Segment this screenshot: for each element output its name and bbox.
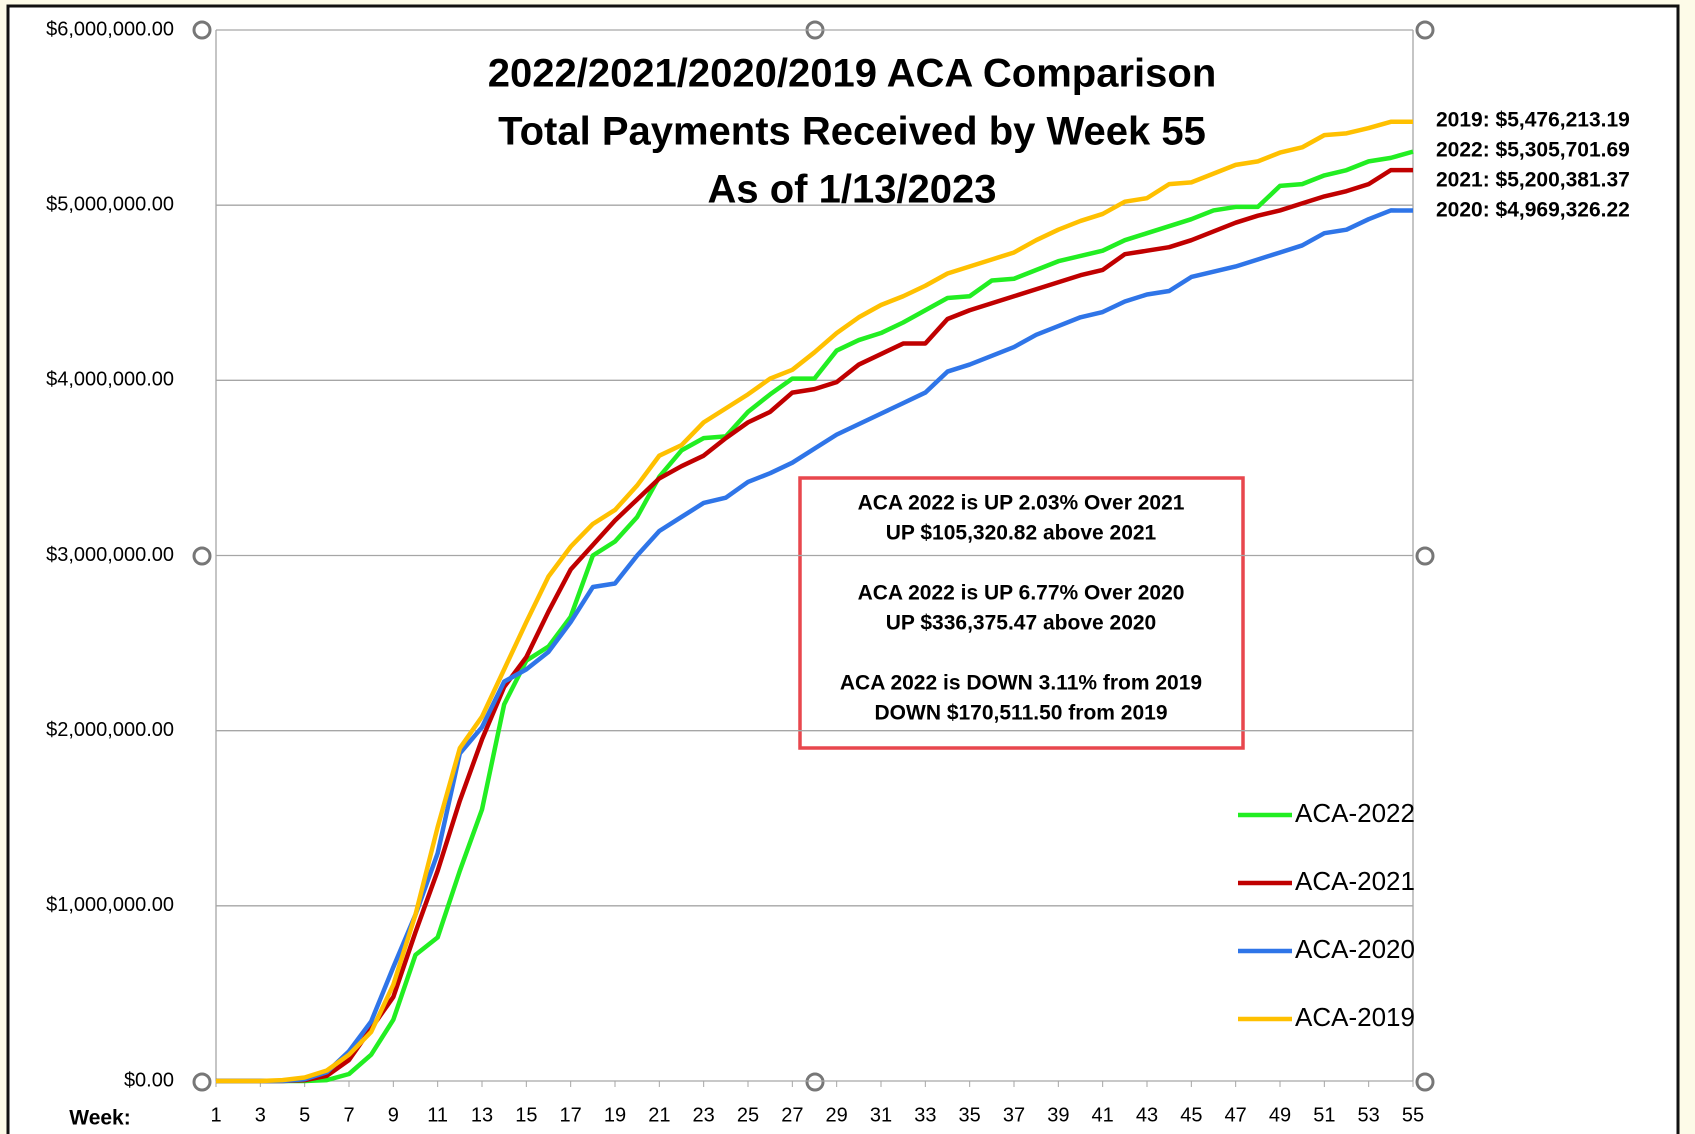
annotation-line: ACA 2022 is UP 2.03% Over 2021 xyxy=(858,492,1185,515)
y-tick-label: $2,000,000.00 xyxy=(46,719,174,741)
end-label: 2019: $5,476,213.19 xyxy=(1436,109,1630,132)
end-label: 2020: $4,969,326.22 xyxy=(1436,199,1630,222)
x-tick-label: 17 xyxy=(560,1104,582,1126)
end-label: 2022: $5,305,701.69 xyxy=(1436,139,1630,162)
y-tick-label: $4,000,000.00 xyxy=(46,369,174,391)
x-tick-label: 51 xyxy=(1313,1104,1335,1126)
handle xyxy=(1415,546,1435,566)
x-tick-label: 29 xyxy=(826,1104,848,1126)
x-tick-label: 5 xyxy=(299,1104,310,1126)
x-tick-label: 53 xyxy=(1358,1104,1380,1126)
annotation-line: ACA 2022 is UP 6.77% Over 2020 xyxy=(858,582,1185,605)
x-tick-label: 19 xyxy=(604,1104,626,1126)
chart-title: 2022/2021/2020/2019 ACA Comparison Total … xyxy=(488,52,1217,212)
title-line: 2022/2021/2020/2019 ACA Comparison xyxy=(488,52,1217,96)
end-label: 2021: $5,200,381.37 xyxy=(1436,169,1630,192)
y-tick-label: $1,000,000.00 xyxy=(46,894,174,916)
handle xyxy=(192,1072,212,1092)
annotation-line: UP $105,320.82 above 2021 xyxy=(886,522,1157,545)
series-line xyxy=(216,167,1414,1084)
handle xyxy=(192,20,212,40)
x-tick-label: 35 xyxy=(959,1104,981,1126)
x-tick-label: 27 xyxy=(781,1104,803,1126)
handle xyxy=(805,1072,825,1092)
y-tick-label: $6,000,000.00 xyxy=(46,18,174,40)
x-tick-label: 9 xyxy=(388,1104,399,1126)
annotation-line: UP $336,375.47 above 2020 xyxy=(886,612,1157,635)
legend-label: ACA-2020 xyxy=(1295,934,1415,964)
x-tick-label: 41 xyxy=(1092,1104,1114,1126)
handle xyxy=(1415,1072,1435,1092)
x-tick-label: 21 xyxy=(648,1104,670,1126)
x-tick-label: 33 xyxy=(914,1104,936,1126)
x-tick-label: 13 xyxy=(471,1104,493,1126)
x-tick-label: 11 xyxy=(427,1104,448,1126)
x-tick-label: 49 xyxy=(1269,1104,1291,1126)
series-line xyxy=(216,119,1414,1084)
handle xyxy=(192,546,212,566)
selection-handles xyxy=(192,20,1435,1092)
x-tick-label: 39 xyxy=(1047,1104,1069,1126)
x-tick-label: 15 xyxy=(515,1104,537,1126)
x-tick-label: 1 xyxy=(210,1104,221,1126)
x-tick-label: 31 xyxy=(870,1104,892,1126)
x-tick-label: 3 xyxy=(255,1104,266,1126)
x-axis-label: Week: xyxy=(69,1107,130,1130)
title-line: Total Payments Received by Week 55 xyxy=(498,110,1206,154)
series-line xyxy=(216,149,1414,1084)
handle xyxy=(1415,20,1435,40)
annotation-line: ACA 2022 is DOWN 3.11% from 2019 xyxy=(840,672,1202,695)
y-tick-label: $0.00 xyxy=(124,1069,174,1091)
legend-label: ACA-2021 xyxy=(1295,866,1415,896)
x-tick-label: 43 xyxy=(1136,1104,1158,1126)
x-tick-label: 25 xyxy=(737,1104,759,1126)
x-tick-label: 45 xyxy=(1180,1104,1202,1126)
y-tick-label: $3,000,000.00 xyxy=(46,544,174,566)
x-tick-label: 47 xyxy=(1225,1104,1247,1126)
x-tick-label: 55 xyxy=(1402,1104,1424,1126)
x-tick-label: 23 xyxy=(693,1104,715,1126)
annotation-line: DOWN $170,511.50 from 2019 xyxy=(875,702,1168,725)
legend-label: ACA-2022 xyxy=(1295,798,1415,828)
y-tick-label: $5,000,000.00 xyxy=(46,193,174,215)
x-tick-label: 7 xyxy=(343,1104,354,1126)
annotation-box xyxy=(798,476,1245,750)
title-line: As of 1/13/2023 xyxy=(707,168,996,212)
legend-label: ACA-2019 xyxy=(1295,1002,1415,1032)
x-tick-label: 37 xyxy=(1003,1104,1025,1126)
